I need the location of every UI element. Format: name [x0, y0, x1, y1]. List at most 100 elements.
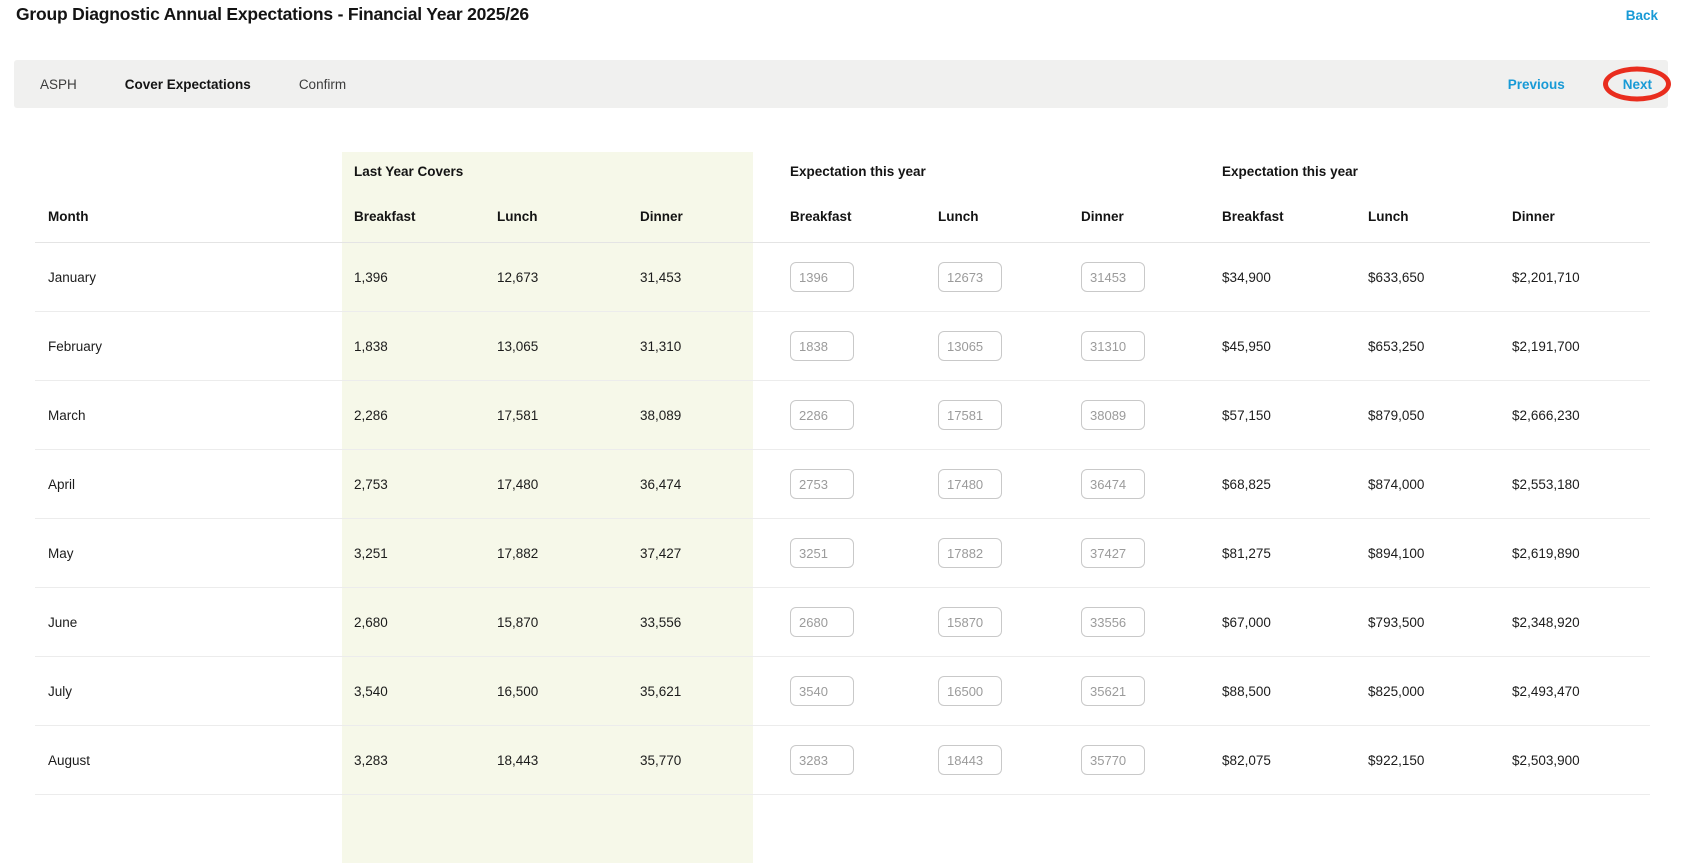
page-title: Group Diagnostic Annual Expectations - F… — [16, 4, 529, 25]
expected-revenue-value: $67,000 — [1189, 588, 1335, 657]
table-body: January1,39612,67331,453$34,900$633,650$… — [35, 243, 1650, 863]
expected-revenue-value: $82,075 — [1189, 726, 1335, 795]
cover-expectation-input[interactable] — [938, 745, 1002, 775]
last-year-covers-value: 31,453 — [628, 243, 753, 312]
expectations-table: Last Year Covers Expectation this year E… — [35, 152, 1650, 863]
cover-expectation-input[interactable] — [790, 400, 854, 430]
cover-expectation-input[interactable] — [1081, 331, 1145, 361]
last-year-covers-value: 35,770 — [628, 726, 753, 795]
column-header-rev-lunch: Lunch — [1335, 190, 1479, 243]
next-button-wrap: Next — [1623, 77, 1652, 92]
expected-revenue-value: $825,000 — [1335, 657, 1479, 726]
table-row: June2,68015,87033,556$67,000$793,500$2,3… — [35, 588, 1650, 657]
month-label: May — [35, 519, 342, 588]
last-year-covers-value: 13,065 — [485, 312, 628, 381]
last-year-covers-value: 2,680 — [342, 588, 485, 657]
cover-expectation-input[interactable] — [790, 469, 854, 499]
cover-expectation-input[interactable] — [1081, 607, 1145, 637]
group-header-empty — [35, 152, 342, 190]
expectation-input-cell — [753, 726, 901, 795]
expectation-input-cell — [1044, 588, 1189, 657]
last-year-covers-value: 15,870 — [485, 588, 628, 657]
group-header-expectation-covers: Expectation this year — [753, 152, 1189, 190]
previous-button[interactable]: Previous — [1508, 77, 1565, 92]
expectation-input-cell — [1044, 312, 1189, 381]
expected-revenue-value: $879,050 — [1335, 381, 1479, 450]
expectation-input-cell — [901, 381, 1044, 450]
cover-expectation-input[interactable] — [790, 745, 854, 775]
last-year-covers-value: 16,500 — [485, 657, 628, 726]
cover-expectation-input[interactable] — [938, 607, 1002, 637]
expectation-input-cell — [1044, 381, 1189, 450]
cover-expectation-input[interactable] — [790, 331, 854, 361]
expectation-input-cell — [753, 450, 901, 519]
table-row: March2,28617,58138,089$57,150$879,050$2,… — [35, 381, 1650, 450]
last-year-covers-value: 3,283 — [342, 726, 485, 795]
expected-revenue-value: $68,825 — [1189, 450, 1335, 519]
step-cover-expectations[interactable]: Cover Expectations — [125, 77, 251, 92]
expected-revenue-value: $57,150 — [1189, 381, 1335, 450]
expectation-input-cell — [1044, 519, 1189, 588]
expected-revenue-value: $88,500 — [1189, 657, 1335, 726]
cover-expectation-input[interactable] — [938, 469, 1002, 499]
cover-expectation-input[interactable] — [1081, 469, 1145, 499]
expectation-input-cell — [901, 588, 1044, 657]
expected-revenue-value: $2,191,700 — [1479, 312, 1650, 381]
cover-expectation-input[interactable] — [938, 538, 1002, 568]
month-label: August — [35, 726, 342, 795]
next-button[interactable]: Next — [1623, 77, 1652, 92]
back-link[interactable]: Back — [1626, 8, 1658, 23]
expected-revenue-value: $2,553,180 — [1479, 450, 1650, 519]
expected-revenue-value: $894,100 — [1335, 519, 1479, 588]
expectation-input-cell — [1044, 243, 1189, 312]
column-header-exp-lunch: Lunch — [901, 190, 1044, 243]
last-year-covers-value: 1,396 — [342, 243, 485, 312]
table-row: April2,75317,48036,474$68,825$874,000$2,… — [35, 450, 1650, 519]
cover-expectation-input[interactable] — [1081, 538, 1145, 568]
expectations-table-wrap: Last Year Covers Expectation this year E… — [35, 152, 1650, 863]
expectation-input-cell — [901, 657, 1044, 726]
cover-expectation-input[interactable] — [1081, 745, 1145, 775]
group-header-last-year-covers: Last Year Covers — [342, 152, 753, 190]
table-row: February1,83813,06531,310$45,950$653,250… — [35, 312, 1650, 381]
cover-expectation-input[interactable] — [1081, 262, 1145, 292]
expectation-input-cell — [1044, 726, 1189, 795]
expectation-input-cell — [753, 657, 901, 726]
month-label: March — [35, 381, 342, 450]
last-year-covers-value: 17,882 — [485, 519, 628, 588]
expectation-input-cell — [1044, 450, 1189, 519]
cover-expectation-input[interactable] — [790, 538, 854, 568]
last-year-covers-value: 2,753 — [342, 450, 485, 519]
month-label: April — [35, 450, 342, 519]
month-label: July — [35, 657, 342, 726]
column-header-ly-breakfast: Breakfast — [342, 190, 485, 243]
cover-expectation-input[interactable] — [790, 262, 854, 292]
cover-expectation-input[interactable] — [790, 676, 854, 706]
cover-expectation-input[interactable] — [938, 331, 1002, 361]
last-year-covers-value: 17,480 — [485, 450, 628, 519]
last-year-covers-value: 17,581 — [485, 381, 628, 450]
table-row: May3,25117,88237,427$81,275$894,100$2,61… — [35, 519, 1650, 588]
expected-revenue-value: $2,666,230 — [1479, 381, 1650, 450]
last-year-covers-value: 33,556 — [628, 588, 753, 657]
step-asph[interactable]: ASPH — [40, 77, 77, 92]
cover-expectation-input[interactable] — [1081, 676, 1145, 706]
expectation-input-cell — [753, 312, 901, 381]
cover-expectation-input[interactable] — [1081, 400, 1145, 430]
last-year-covers-value: 38,089 — [628, 381, 753, 450]
step-confirm[interactable]: Confirm — [299, 77, 346, 92]
cover-expectation-input[interactable] — [938, 400, 1002, 430]
expectation-input-cell — [901, 312, 1044, 381]
cover-expectation-input[interactable] — [938, 676, 1002, 706]
month-label: February — [35, 312, 342, 381]
expected-revenue-value: $2,348,920 — [1479, 588, 1650, 657]
expected-revenue-value: $34,900 — [1189, 243, 1335, 312]
cover-expectation-input[interactable] — [938, 262, 1002, 292]
expectation-input-cell — [1044, 657, 1189, 726]
table-row: August3,28318,44335,770$82,075$922,150$2… — [35, 726, 1650, 795]
expected-revenue-value: $2,619,890 — [1479, 519, 1650, 588]
last-year-covers-value: 3,251 — [342, 519, 485, 588]
partial-row — [35, 795, 1650, 863]
column-header-row: Month Breakfast Lunch Dinner Breakfast L… — [35, 190, 1650, 243]
cover-expectation-input[interactable] — [790, 607, 854, 637]
